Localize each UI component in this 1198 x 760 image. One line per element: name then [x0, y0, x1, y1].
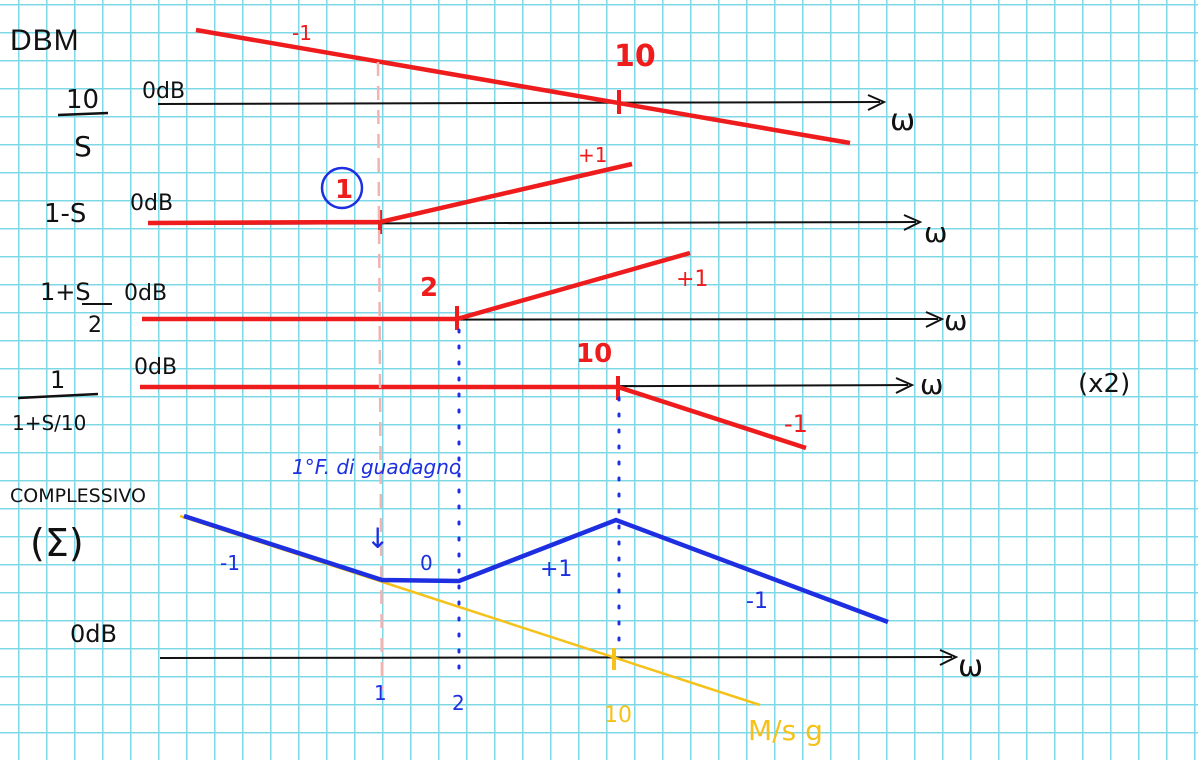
row-integrator: 10 S 0dB ω -1 10	[57, 21, 915, 163]
page-title: DBM	[10, 24, 80, 57]
row1-axis-arrowhead	[867, 94, 887, 111]
total-slope-1: -1	[220, 551, 240, 575]
total-annotation: 1°F. di guadagno	[292, 455, 461, 479]
total-symbol: (Σ)	[30, 521, 84, 565]
row-pole: 1 1+S/10 0dB ω 10 -1 (x2)	[12, 339, 1130, 451]
total-magnitude-line	[183, 513, 889, 625]
total-omega-label: ω	[958, 649, 983, 684]
total-title: COMPLESSIVO	[10, 485, 146, 507]
row4-magnitude-line	[140, 384, 807, 451]
total-asymptote-label: M/s g	[748, 714, 823, 747]
row2-db-label: 0dB	[130, 191, 173, 216]
row-zero-rhp: 1-S 0dB ω 1 +1	[44, 143, 947, 249]
row2-omega-label: ω	[924, 216, 947, 249]
row4-db-label: 0dB	[134, 355, 177, 380]
total-slope-4: -1	[746, 589, 768, 614]
row1-db-label: 0dB	[142, 79, 185, 104]
row3-numerator: 1+S	[40, 278, 91, 306]
row4-note: (x2)	[1078, 369, 1130, 399]
row4-omega-label: ω	[920, 368, 943, 401]
row4-denominator: 1+S/10	[12, 411, 86, 435]
row3-break-label: 2	[420, 273, 438, 303]
total-slope-2: 0	[420, 551, 433, 575]
total-tick-1: 1	[374, 681, 387, 705]
row3-db-label: 0dB	[124, 281, 167, 306]
row4-fraction-bar	[17, 392, 99, 400]
row2-axis-arrowhead	[903, 214, 923, 231]
row1-fraction-bar	[57, 111, 109, 117]
total-section: COMPLESSIVO (Σ) 0dB 1°F. di guadagno ↓ ω…	[10, 455, 983, 747]
row3-slope-label: +1	[676, 267, 708, 292]
row2-magnitude-line	[147, 161, 633, 226]
row1-break-label: 10	[614, 39, 656, 74]
row1-slope-label: -1	[292, 21, 312, 45]
row2-slope-label: +1	[578, 143, 607, 167]
total-tick-10: 10	[604, 703, 632, 728]
total-annotation-arrow: ↓	[366, 522, 389, 555]
row1-axis	[157, 101, 881, 105]
row4-slope-label: -1	[784, 410, 808, 438]
row3-axis-arrowhead	[925, 311, 945, 328]
total-db-label: 0dB	[70, 620, 117, 648]
row4-break-label: 10	[576, 339, 612, 369]
row4-axis-arrowhead	[895, 377, 915, 394]
total-axis-arrowhead	[939, 649, 959, 666]
row4-numerator: 1	[50, 366, 65, 394]
row-zero-lhp: 1+S 2 0dB ω 2 +1	[40, 250, 967, 338]
row1-denominator: S	[74, 130, 92, 163]
row1-numerator: 10	[66, 85, 99, 115]
row2-break-circle	[320, 166, 364, 210]
row3-denominator: 2	[88, 313, 102, 338]
row1-magnitude-line	[195, 27, 851, 146]
total-axis	[159, 656, 953, 659]
row2-break-label: 1	[335, 175, 353, 205]
row3-magnitude-line	[142, 250, 691, 322]
row2-function: 1-S	[44, 199, 86, 229]
row1-omega-label: ω	[890, 103, 915, 138]
guide-line-1	[376, 61, 384, 691]
total-tick-2: 2	[452, 691, 465, 715]
total-slope-3: +1	[540, 557, 572, 582]
row3-omega-label: ω	[944, 304, 967, 337]
